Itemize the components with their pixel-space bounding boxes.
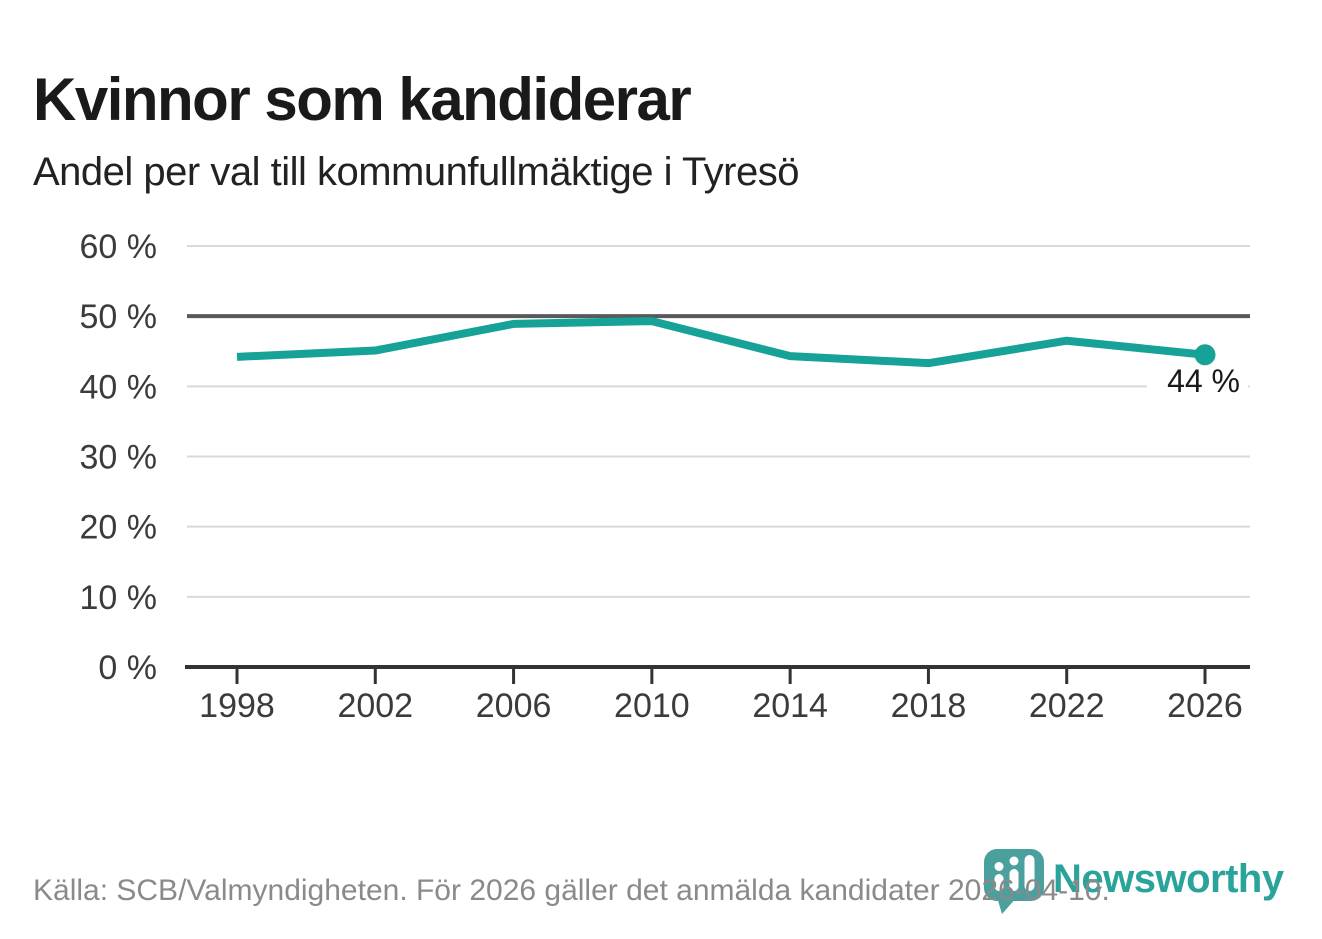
logo-dot-1	[994, 862, 1004, 871]
x-axis-label: 2002	[337, 687, 413, 725]
logo-bar-2	[1009, 869, 1019, 891]
x-axis-label: 2018	[891, 687, 967, 725]
newsworthy-wordmark: Newsworthy	[1053, 857, 1284, 901]
logo-bar-1	[994, 874, 1004, 891]
y-axis-label: 30 %	[80, 439, 158, 477]
end-point-marker	[1194, 344, 1216, 366]
x-axis-label: 1998	[199, 687, 275, 725]
logo-dot-2	[1009, 856, 1019, 866]
y-axis-label: 60 %	[80, 228, 158, 266]
x-axis-label: 2022	[1029, 687, 1105, 725]
x-axis-label: 2014	[752, 687, 828, 725]
newsworthy-pin-barchart-icon	[984, 849, 1044, 914]
y-axis-label: 40 %	[80, 368, 158, 406]
data-line	[236, 317, 1206, 368]
y-axis-label: 20 %	[80, 509, 158, 547]
newsworthy-logo[interactable]: Newsworthy	[984, 847, 1304, 927]
source-attribution: Källa: SCB/Valmyndigheten. För 2026 gäll…	[33, 874, 1110, 907]
chart-title: Kvinnor som kandiderar	[33, 66, 692, 134]
x-axis-label: 2006	[476, 687, 552, 725]
chart-subtitle: Andel per val till kommunfullmäktige i T…	[33, 150, 799, 194]
end-label-halo	[1147, 374, 1248, 400]
x-axis-label: 2010	[614, 687, 690, 725]
x-axis-label: 2026	[1167, 687, 1243, 725]
logo-bar-3	[1024, 855, 1035, 891]
y-axis-label: 50 %	[80, 298, 158, 336]
end-point-label: 44 %	[1167, 363, 1240, 399]
y-axis-label: 10 %	[80, 579, 158, 617]
logo-pin-tail	[997, 897, 1017, 914]
y-axis-label: 0 %	[98, 649, 157, 687]
